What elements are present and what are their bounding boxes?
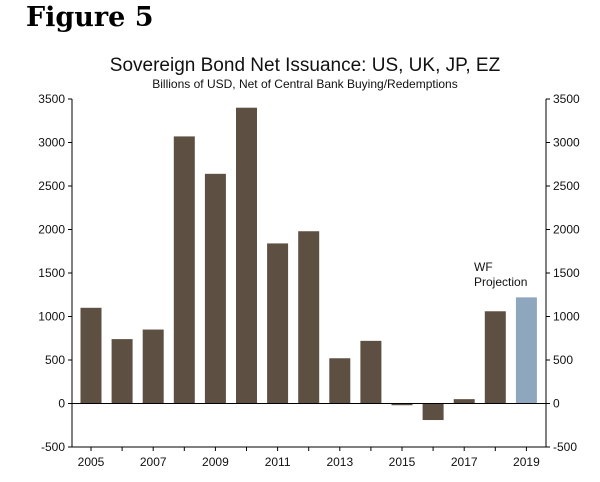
y-tick-label-right-500: 500 — [553, 353, 573, 367]
chart-subtitle: Billions of USD, Net of Central Bank Buy… — [152, 77, 457, 91]
y-tick-label-right-3000: 3000 — [553, 136, 580, 150]
annotation-line-1: WF — [474, 260, 493, 274]
y-tick-label-left-500: 500 — [45, 353, 65, 367]
bar-2005 — [80, 307, 102, 404]
y-tick-label-left--500: -500 — [41, 440, 65, 454]
y-tick-label-left-2000: 2000 — [38, 223, 65, 237]
x-tick-label-2019: 2019 — [513, 455, 540, 469]
bar-2007 — [142, 329, 164, 404]
bar-2006 — [111, 339, 133, 404]
x-tick-label-2009: 2009 — [202, 455, 229, 469]
axes-group: 3500 3500 3000 3000 2500 2500 2000 2000 1500 1500… — [38, 92, 580, 469]
y-tick-label-right--500: -500 — [553, 440, 577, 454]
bar-2017 — [453, 399, 475, 404]
bar-2018 — [484, 311, 506, 404]
bar-2012 — [298, 231, 320, 404]
x-tick-label-2011: 2011 — [265, 455, 291, 469]
bar-2019 — [515, 297, 537, 404]
bar-2015 — [391, 403, 413, 406]
x-tick-label-2007: 2007 — [140, 455, 167, 469]
y-tick-label-left-3000: 3000 — [38, 136, 65, 150]
bar-2014 — [360, 340, 382, 404]
y-tick-label-right-2000: 2000 — [553, 223, 580, 237]
bar-2013 — [329, 358, 351, 404]
y-tick-label-left-1500: 1500 — [38, 266, 65, 280]
y-tick-label-right-1500: 1500 — [553, 266, 580, 280]
y-tick-label-right-2500: 2500 — [553, 179, 580, 193]
annotation-line-2: Projection — [474, 275, 527, 289]
projection-annotation: WF Projection — [474, 260, 527, 289]
y-tick-label-right-1000: 1000 — [553, 310, 580, 324]
y-tick-label-left-0: 0 — [58, 397, 65, 411]
chart-title: Sovereign Bond Net Issuance: US, UK, JP,… — [110, 55, 501, 76]
figure-label: Figure 5 — [26, 2, 154, 33]
bar-2016 — [422, 403, 444, 421]
y-tick-label-left-3500: 3500 — [38, 92, 65, 106]
x-tick-label-2005: 2005 — [78, 455, 105, 469]
bar-2010 — [236, 107, 257, 404]
y-tick-label-left-2500: 2500 — [38, 179, 65, 193]
y-tick-label-right-3500: 3500 — [553, 92, 580, 106]
bars-group — [80, 107, 537, 421]
y-tick-label-right-0: 0 — [553, 397, 560, 411]
x-tick-label-2013: 2013 — [326, 455, 353, 469]
x-tick-label-2017: 2017 — [451, 455, 478, 469]
x-tick-label-2015: 2015 — [389, 455, 416, 469]
y-tick-label-left-1000: 1000 — [38, 310, 65, 324]
bar-2009 — [204, 173, 226, 404]
bar-2011 — [267, 243, 289, 404]
bar-2008 — [173, 136, 195, 404]
